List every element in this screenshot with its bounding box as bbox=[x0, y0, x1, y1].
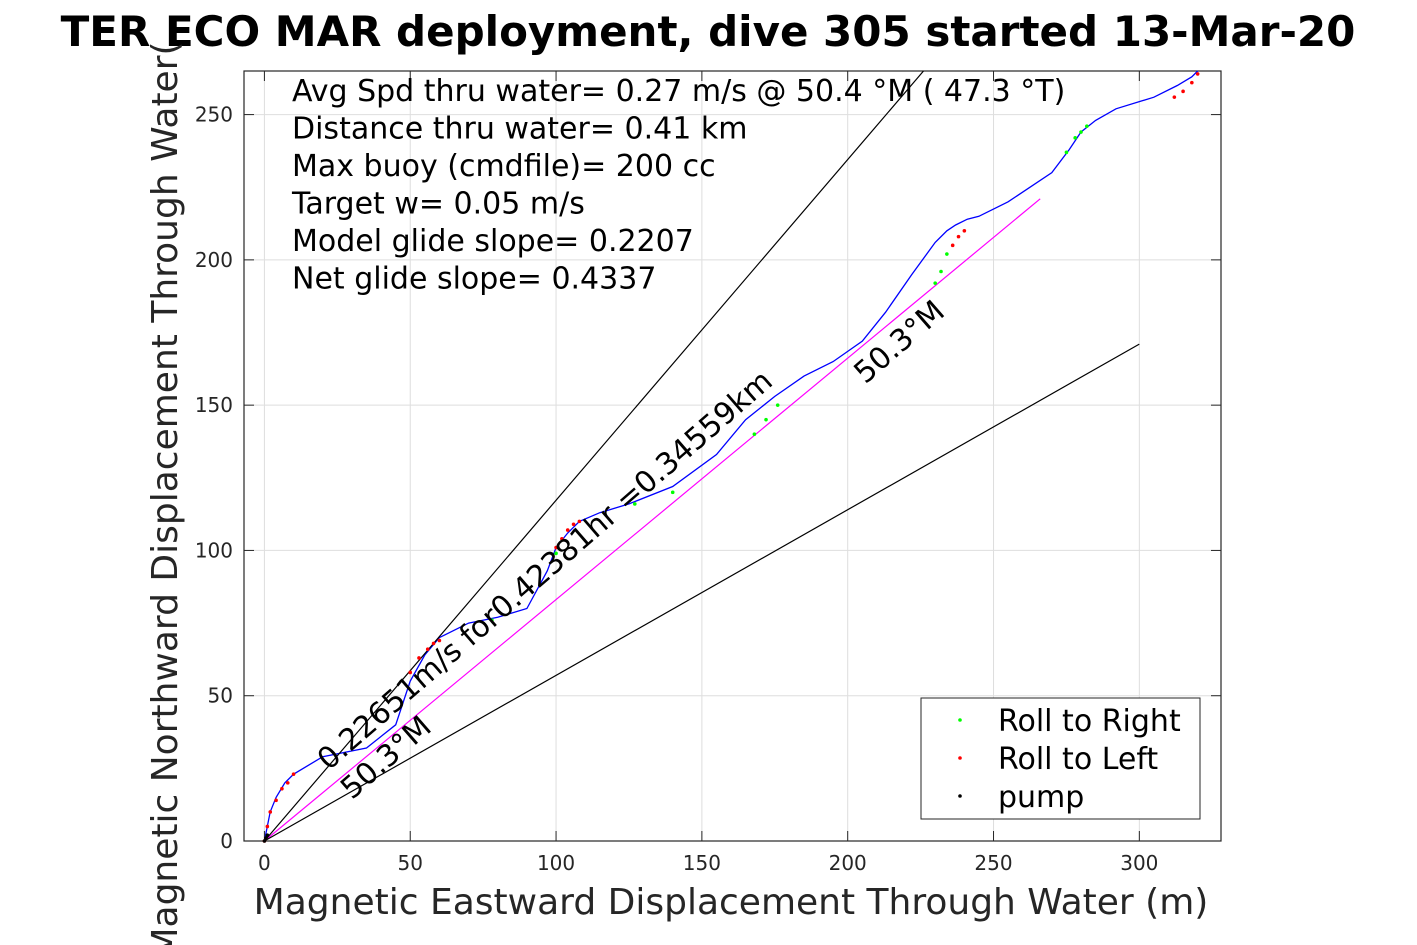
series-group bbox=[263, 70, 1199, 842]
marker-roll-left bbox=[1172, 95, 1177, 99]
series-net-displacement bbox=[264, 198, 1041, 842]
marker-roll-left bbox=[1190, 80, 1194, 85]
marker-pump bbox=[262, 839, 267, 843]
x-tick-label: 250 bbox=[974, 851, 1012, 875]
series-guide-line-shallow bbox=[264, 343, 1140, 842]
y-tick-label: 0 bbox=[220, 829, 233, 853]
x-axis-label: Magnetic Eastward Displacement Through W… bbox=[254, 882, 1209, 923]
marker-roll-left bbox=[291, 772, 296, 776]
marker-roll-left bbox=[571, 522, 576, 527]
marker-roll-left bbox=[280, 786, 284, 791]
x-tick-label: 50 bbox=[398, 851, 423, 875]
x-tick-label: 0 bbox=[258, 851, 271, 875]
marker-roll-right bbox=[633, 502, 637, 506]
marker-roll-left bbox=[554, 545, 558, 550]
marker-roll-left bbox=[425, 647, 430, 652]
marker-roll-left bbox=[956, 234, 961, 239]
marker-roll-left bbox=[565, 528, 570, 532]
marker-roll-left bbox=[265, 824, 270, 829]
info-text-block: Avg Spd thru water= 0.27 m/s @ 50.4 °M (… bbox=[291, 74, 1065, 297]
info-line: Target w= 0.05 m/s bbox=[291, 187, 585, 222]
marker-roll-right bbox=[945, 252, 949, 256]
marker-roll-right bbox=[670, 490, 675, 495]
marker-roll-left bbox=[408, 670, 413, 675]
y-tick-label: 250 bbox=[195, 103, 233, 127]
marker-roll-left bbox=[577, 519, 582, 524]
marker-roll-right bbox=[1073, 136, 1077, 140]
marker-roll-right bbox=[1079, 130, 1083, 134]
x-tick-label: 300 bbox=[1120, 851, 1158, 875]
marker-roll-left bbox=[268, 810, 273, 814]
marker-roll-left bbox=[962, 229, 967, 233]
series-guide-line-steep bbox=[263, 70, 924, 842]
marker-roll-left bbox=[285, 781, 290, 785]
info-line: Model glide slope= 0.2207 bbox=[292, 224, 694, 259]
axis-ticks: 0 50 100 150 200 250 300 0 50 100 150 200 250 bbox=[195, 71, 1221, 875]
legend-marker bbox=[958, 718, 962, 722]
y-tick-label: 150 bbox=[195, 393, 233, 417]
marker-roll-right bbox=[554, 551, 558, 556]
marker-roll-right bbox=[939, 269, 943, 274]
y-tick-label: 100 bbox=[195, 538, 233, 562]
marker-roll-left bbox=[560, 537, 564, 541]
y-tick-label: 200 bbox=[195, 248, 233, 272]
legend-marker bbox=[958, 756, 962, 760]
marker-roll-left bbox=[417, 656, 421, 660]
x-tick-label: 150 bbox=[683, 851, 721, 875]
marker-group bbox=[262, 72, 1200, 843]
plot-area bbox=[243, 70, 1222, 842]
legend-label: Roll to Right bbox=[998, 704, 1181, 739]
info-line: Avg Spd thru water= 0.27 m/s @ 50.4 °M (… bbox=[292, 74, 1065, 109]
marker-roll-right bbox=[933, 281, 937, 285]
marker-pump bbox=[264, 836, 268, 840]
marker-roll-left bbox=[437, 638, 442, 643]
info-line: Distance thru water= 0.41 km bbox=[292, 112, 747, 147]
legend-label: Roll to Left bbox=[998, 742, 1158, 777]
marker-roll-left bbox=[274, 798, 278, 803]
marker-pump bbox=[265, 833, 270, 837]
marker-roll-right bbox=[752, 432, 757, 437]
y-axis-label: Magnetic Northward Displacement Through … bbox=[145, 41, 186, 945]
marker-roll-right bbox=[1064, 150, 1069, 155]
series-track bbox=[263, 70, 1199, 842]
chart-title: TER ECO MAR deployment, dive 305 started… bbox=[61, 7, 1356, 56]
marker-roll-right bbox=[764, 417, 768, 422]
marker-roll-left bbox=[950, 243, 955, 248]
y-tick-label: 50 bbox=[208, 684, 233, 708]
legend-box bbox=[920, 697, 1201, 820]
marker-roll-right bbox=[490, 618, 494, 622]
legend-label: pump bbox=[998, 780, 1084, 815]
marker-roll-left bbox=[431, 641, 436, 646]
x-tick-label: 100 bbox=[537, 851, 575, 875]
marker-roll-left bbox=[1181, 89, 1185, 94]
x-tick-label: 200 bbox=[829, 851, 867, 875]
marker-roll-right bbox=[775, 403, 780, 407]
marker-roll-left bbox=[1195, 72, 1200, 76]
legend-marker bbox=[958, 794, 962, 798]
info-line: Net glide slope= 0.4337 bbox=[292, 262, 656, 297]
marker-roll-right bbox=[1085, 124, 1089, 129]
info-line: Max buoy (cmdfile)= 200 cc bbox=[292, 149, 716, 184]
